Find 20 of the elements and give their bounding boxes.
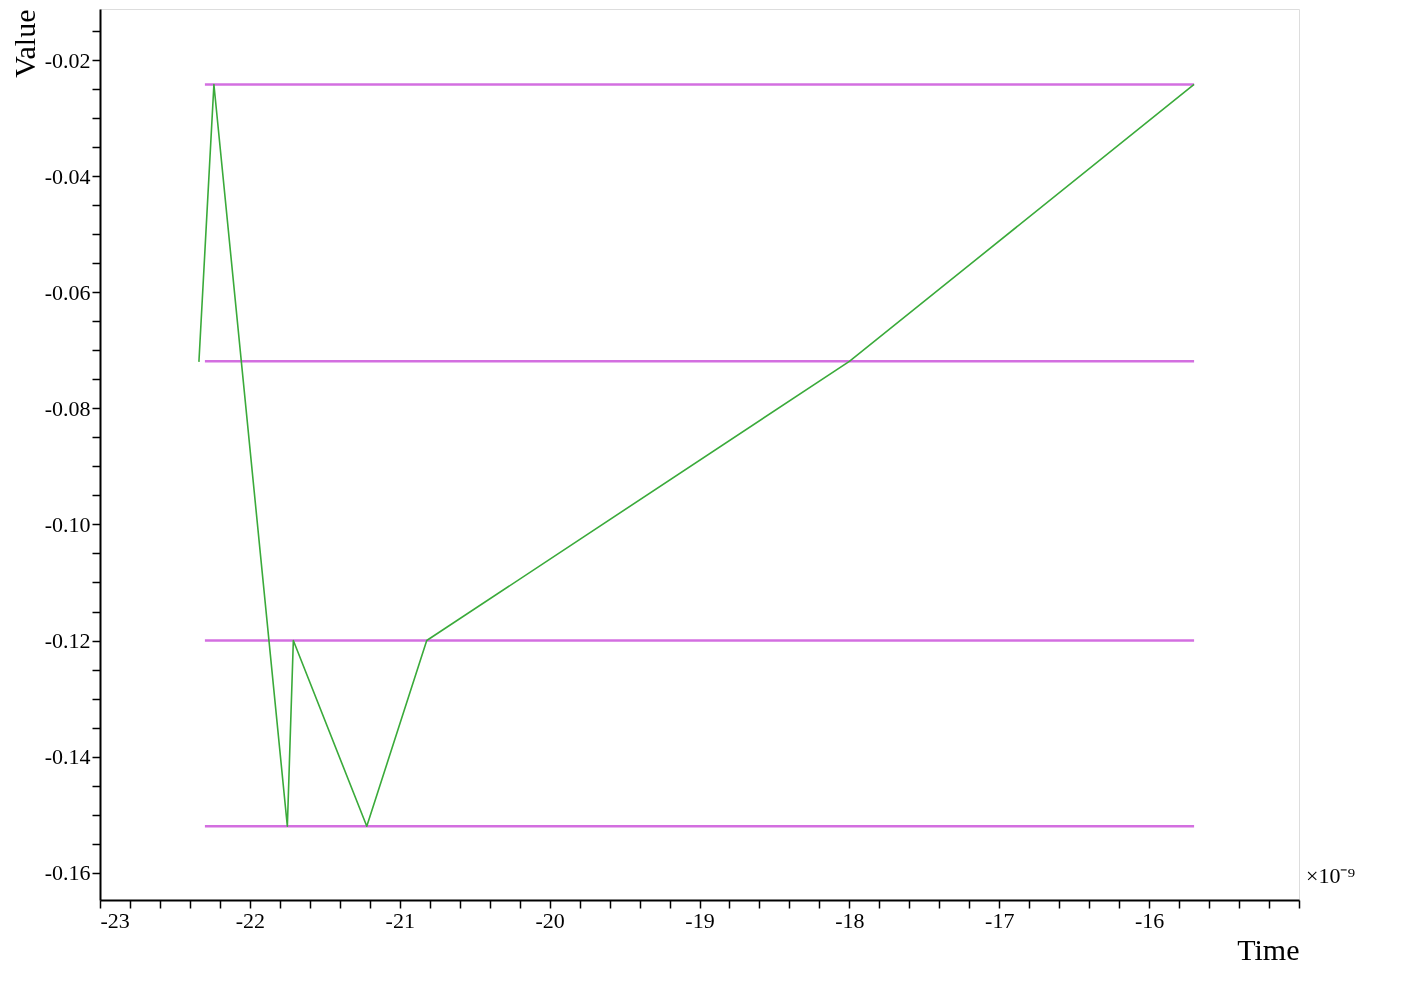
x-tick-label: -16 [1134, 907, 1165, 933]
y-tick-label: -0.14 [44, 744, 91, 770]
y-tick-label: -0.06 [44, 279, 91, 305]
x-tick-label: -23 [100, 907, 130, 933]
line-series [198, 83, 1195, 828]
y-axis-title: Value [7, 9, 41, 78]
x-tick-label: -21 [385, 907, 415, 933]
x-tick-label: -22 [235, 907, 266, 933]
x-axis-title: Time [1237, 932, 1300, 966]
x-tick-label: -20 [535, 907, 565, 933]
text: ×10⁻⁹ [1306, 863, 1356, 888]
x-tick-label: -17 [985, 907, 1015, 933]
y-tick-label: -0.02 [44, 47, 91, 73]
y-tick-label: -0.08 [44, 395, 91, 421]
y-tick-label: -0.12 [44, 628, 91, 654]
y-tick-label: -0.10 [44, 511, 91, 537]
y-tick-label: -0.16 [44, 860, 91, 886]
y-tick-label: -0.04 [44, 163, 91, 189]
x-tick-label: -19 [685, 907, 715, 933]
x-tick-label: -18 [835, 907, 865, 933]
